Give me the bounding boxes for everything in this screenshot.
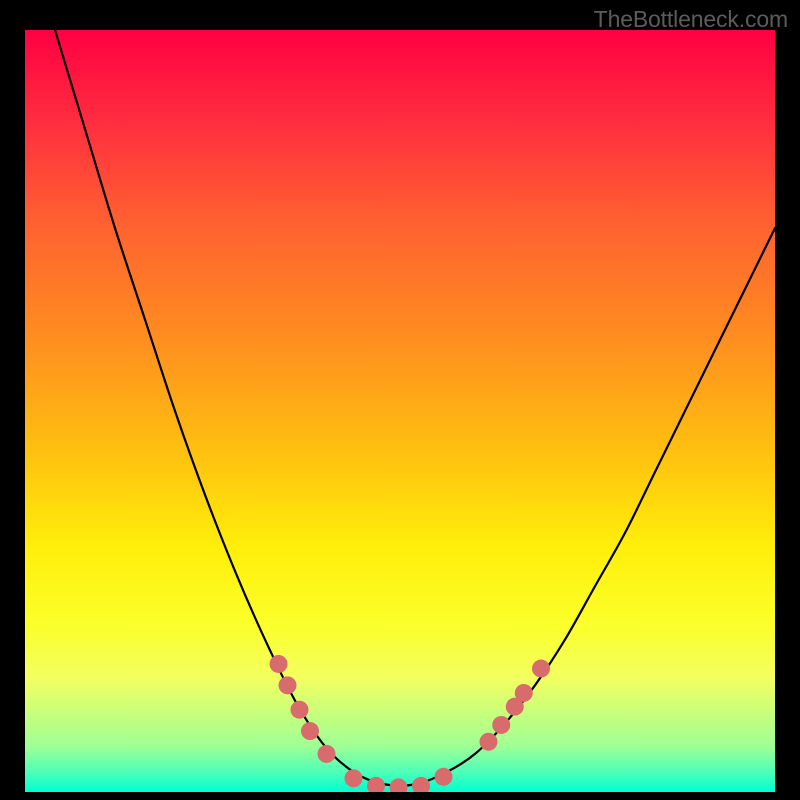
data-point	[318, 745, 336, 763]
chart-frame: TheBottleneck.com	[0, 0, 800, 800]
bottleneck-curve	[55, 30, 775, 786]
chart-plot-area	[25, 30, 775, 792]
data-point	[345, 769, 363, 787]
data-point	[291, 701, 309, 719]
data-point	[480, 733, 498, 751]
data-point	[532, 660, 550, 678]
curve-layer	[25, 30, 775, 792]
data-point	[279, 676, 297, 694]
data-point	[412, 777, 430, 792]
data-point	[390, 778, 408, 792]
data-point	[301, 722, 319, 740]
data-point	[270, 655, 288, 673]
data-point	[492, 716, 510, 734]
data-point	[515, 684, 533, 702]
data-point	[435, 768, 453, 786]
watermark-text: TheBottleneck.com	[594, 6, 788, 33]
